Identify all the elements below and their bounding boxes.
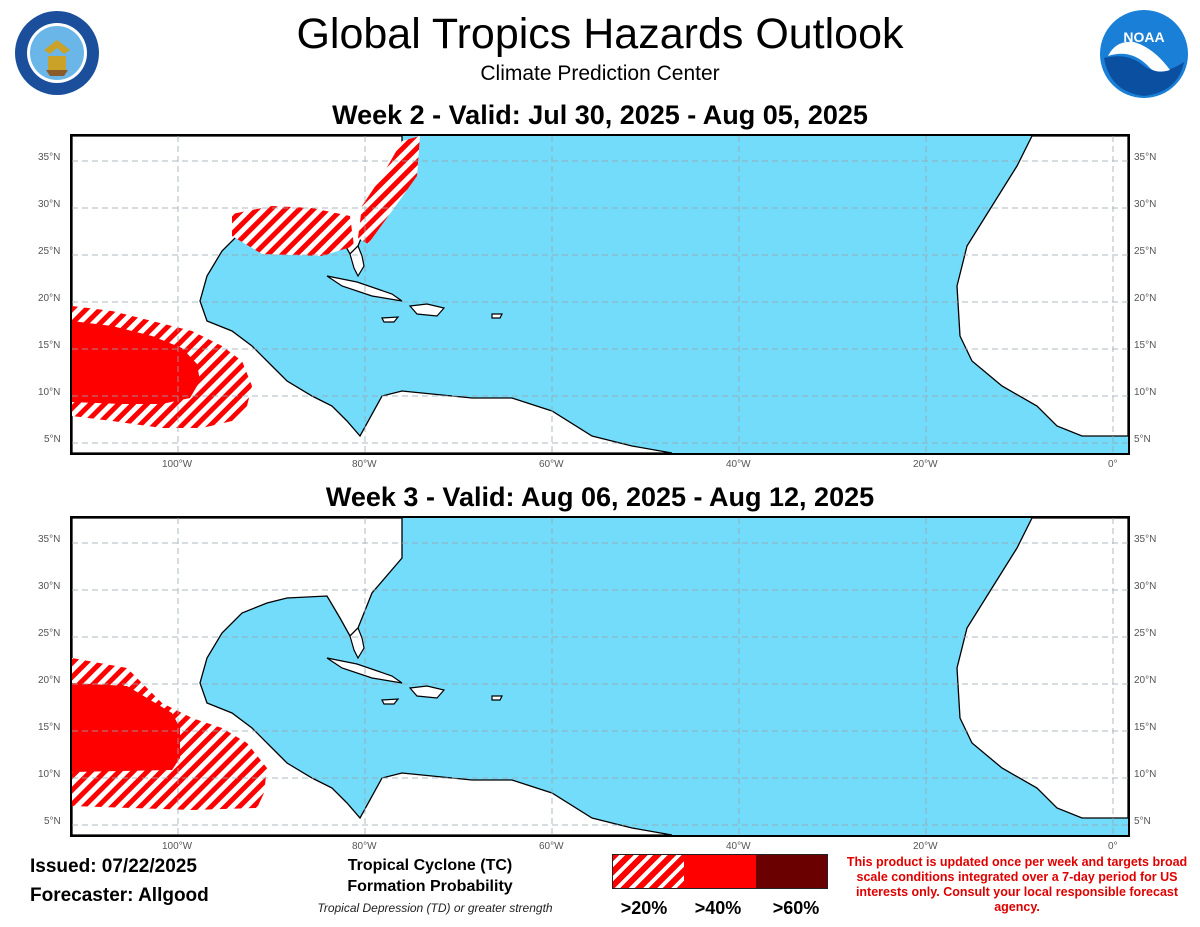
legend-swatch-20 — [612, 854, 684, 889]
week2-lat-label-left: 35°N — [38, 152, 61, 163]
week3-lat-label-left: 30°N — [38, 581, 61, 592]
week3-title: Week 3 - Valid: Aug 06, 2025 - Aug 12, 2… — [325, 482, 875, 512]
legend-swatch-60 — [756, 854, 828, 889]
week2-hazard-atlantic-coast — [358, 136, 420, 244]
week3-lon-label: 20°W — [913, 841, 938, 852]
week3-lon-label: 60°W — [539, 841, 564, 852]
legend-label-60: >60% — [772, 898, 820, 918]
week2-map — [70, 134, 1130, 455]
week3-lat-label-left: 20°N — [38, 675, 61, 686]
week2-lat-label-left: 25°N — [38, 246, 61, 257]
week2-lon-label: 0° — [1108, 459, 1118, 470]
page-title: Global Tropics Hazards Outlook — [296, 10, 904, 58]
week2-lat-label-right: 15°N — [1134, 340, 1157, 351]
week3-map — [70, 516, 1130, 837]
week3-lat-label-left: 5°N — [44, 816, 61, 827]
week3-lon-label: 100°W — [162, 841, 193, 852]
week3-lat-label-right: 10°N — [1134, 769, 1157, 780]
week2-lat-label-left: 20°N — [38, 293, 61, 304]
week3-lon-label: 0° — [1108, 841, 1118, 852]
week3-hazard-epac-40 — [72, 683, 180, 772]
legend-label-40: >40% — [694, 898, 742, 918]
week3-lat-label-right: 35°N — [1134, 534, 1157, 545]
week3-lat-label-right: 30°N — [1134, 581, 1157, 592]
legend-title-line2: Formation Probability — [347, 878, 513, 895]
week3-lon-label: 40°W — [726, 841, 751, 852]
week2-lat-label-right: 30°N — [1134, 199, 1157, 210]
legend-title-line1: Tropical Cyclone (TC) — [347, 857, 513, 874]
week2-lat-label-right: 25°N — [1134, 246, 1157, 257]
legend-swatch-frame — [612, 854, 828, 889]
noaa-logo: NOAA — [1098, 8, 1190, 100]
week2-hazard-epac-40 — [72, 321, 200, 404]
week3-lat-label-right: 25°N — [1134, 628, 1157, 639]
week2-lon-label: 100°W — [162, 459, 193, 470]
week3-lat-label-left: 15°N — [38, 722, 61, 733]
page-subtitle: Climate Prediction Center — [480, 62, 720, 85]
week3-lat-label-left: 35°N — [38, 534, 61, 545]
week2-title: Week 2 - Valid: Jul 30, 2025 - Aug 05, 2… — [332, 100, 868, 130]
svg-text:NOAA: NOAA — [1123, 29, 1164, 45]
week3-hispaniola — [408, 685, 446, 699]
week3-lat-label-right: 20°N — [1134, 675, 1157, 686]
legend-note: Tropical Depression (TD) or greater stre… — [317, 901, 553, 915]
week3-lat-label-right: 15°N — [1134, 722, 1157, 733]
issued-date: Issued: 07/22/2025 — [30, 856, 197, 877]
week2-lat-label-right: 20°N — [1134, 293, 1157, 304]
week2-hispaniola — [408, 303, 446, 317]
legend-swatch-40 — [684, 854, 756, 889]
week2-lat-label-left: 5°N — [44, 434, 61, 445]
week3-lat-label-left: 25°N — [38, 628, 61, 639]
week2-lat-label-left: 10°N — [38, 387, 61, 398]
disclaimer: This product is updated once per week an… — [846, 855, 1188, 914]
week2-lat-label-right: 10°N — [1134, 387, 1157, 398]
commerce-seal-logo — [14, 10, 100, 96]
week2-lon-label: 20°W — [913, 459, 938, 470]
forecaster-name: Forecaster: Allgood — [30, 885, 209, 906]
week3-lat-label-right: 5°N — [1134, 816, 1151, 827]
week2-lat-label-left: 15°N — [38, 340, 61, 351]
week2-lat-label-right: 35°N — [1134, 152, 1157, 163]
week3-lat-label-left: 10°N — [38, 769, 61, 780]
week2-lon-label: 60°W — [539, 459, 564, 470]
legend-label-20: >20% — [620, 898, 668, 918]
week2-lat-label-right: 5°N — [1134, 434, 1151, 445]
week2-lat-label-left: 30°N — [38, 199, 61, 210]
week2-lon-label: 40°W — [726, 459, 751, 470]
week2-lon-label: 80°W — [352, 459, 377, 470]
week3-lon-label: 80°W — [352, 841, 377, 852]
week2-hazard-gulf — [232, 206, 354, 256]
